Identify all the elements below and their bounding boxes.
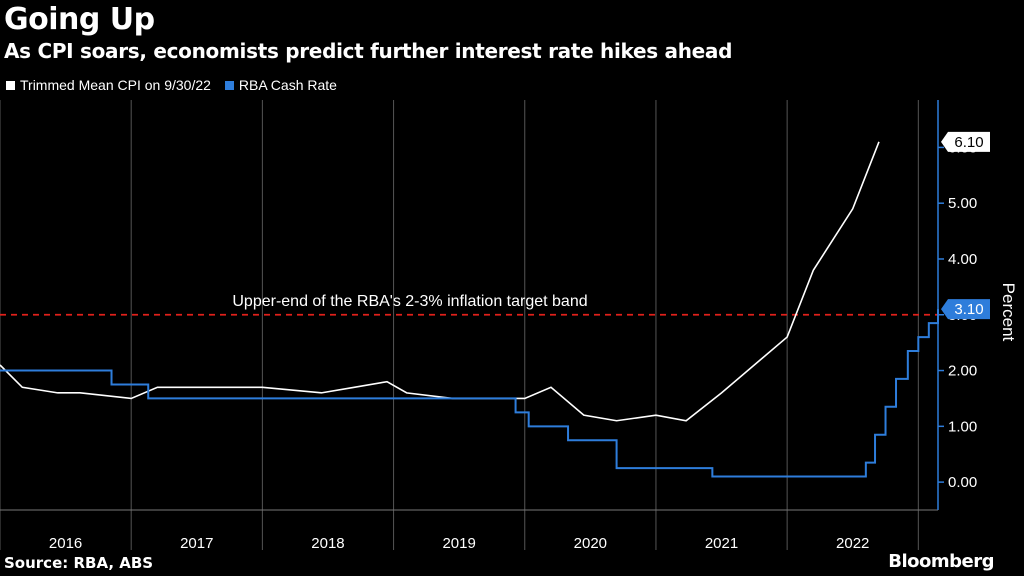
x-tick-label: 2018 xyxy=(311,535,344,552)
cpi-end-label-box xyxy=(941,131,990,152)
y-tick-label: 2.00 xyxy=(948,363,977,380)
legend-label-cpi: Trimmed Mean CPI on 9/30/22 xyxy=(20,77,211,93)
y-tick-label: 0.00 xyxy=(948,474,977,491)
y-tick-label: 5.00 xyxy=(948,195,977,212)
x-tick-label: 2020 xyxy=(574,535,607,552)
cpi-end-label: 6.10 xyxy=(954,134,983,151)
cash-rate-series-line xyxy=(0,309,939,478)
bloomberg-logo: Bloomberg xyxy=(888,551,994,572)
y-tick-label: 1.00 xyxy=(948,418,977,435)
x-tick-label: 2021 xyxy=(705,535,738,552)
legend: Trimmed Mean CPI on 9/30/22 RBA Cash Rat… xyxy=(6,77,337,93)
x-tick-label: 2017 xyxy=(180,535,213,552)
cpi-series-line xyxy=(0,141,880,422)
legend-swatch-cash-rate xyxy=(224,80,234,90)
x-tick-label: 2022 xyxy=(836,535,869,552)
x-tick-label: 2019 xyxy=(442,535,475,552)
cash-rate-end-label: 3.10 xyxy=(954,301,983,318)
chart-subtitle: As CPI soars, economists predict further… xyxy=(4,39,733,63)
x-tick-label: 2016 xyxy=(49,535,82,552)
legend-label-cash-rate: RBA Cash Rate xyxy=(238,77,337,93)
y-tick-label: 4.00 xyxy=(948,251,977,268)
legend-item-cash-rate: RBA Cash Rate xyxy=(224,77,337,93)
cash-rate-end-label-box xyxy=(941,299,990,320)
legend-item-cpi: Trimmed Mean CPI on 9/30/22 xyxy=(6,77,211,93)
source-note: Source: RBA, ABS xyxy=(4,554,154,572)
chart-title: Going Up xyxy=(4,2,155,37)
y-axis-label: Percent xyxy=(999,283,1018,342)
legend-swatch-cpi xyxy=(6,80,15,90)
target-band-annotation: Upper-end of the RBA's 2-3% inflation ta… xyxy=(232,293,587,310)
